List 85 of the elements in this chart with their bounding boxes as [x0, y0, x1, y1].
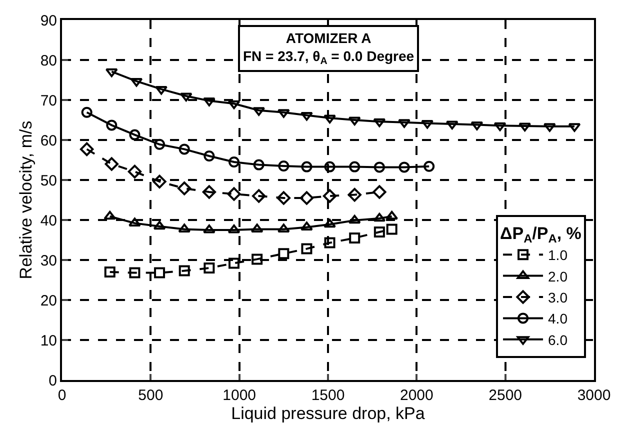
point: [324, 218, 336, 228]
legend-label: 6.0: [548, 332, 568, 348]
y-tick-label: 70: [40, 92, 57, 110]
point: [228, 156, 240, 168]
point: [348, 214, 361, 224]
point: [324, 114, 336, 124]
point: [130, 78, 143, 87]
point: [155, 86, 168, 95]
point: [348, 188, 362, 202]
point: [374, 162, 385, 173]
point: [128, 164, 142, 178]
point: [252, 189, 266, 203]
x-tick-label: 2000: [400, 387, 434, 404]
y-tick-label: 60: [40, 132, 57, 150]
point: [154, 138, 166, 150]
y-tick-label: 20: [40, 292, 57, 310]
point: [204, 150, 215, 162]
point: [104, 210, 116, 220]
point: [228, 100, 240, 110]
point: [202, 185, 216, 199]
point: [129, 267, 140, 278]
point: [386, 210, 398, 220]
point: [324, 161, 336, 172]
x-tick-label: 3000: [577, 387, 611, 404]
point: [301, 243, 312, 254]
point: [322, 189, 337, 203]
point: [105, 68, 118, 78]
point: [252, 254, 263, 265]
y-axis-title: Relative velocity, m/s: [16, 120, 36, 280]
point: [178, 182, 192, 196]
point: [494, 122, 506, 132]
point: [373, 212, 386, 222]
point: [80, 142, 94, 156]
point: [253, 159, 264, 170]
point: [81, 106, 92, 118]
legend-label: 3.0: [548, 289, 568, 306]
point: [152, 174, 166, 188]
x-tick-label: 1000: [222, 387, 256, 404]
y-tick-label: 90: [40, 12, 57, 30]
point: [276, 191, 291, 205]
point: [300, 112, 313, 121]
text: ATOMIZER A: [286, 30, 372, 46]
legend-label: 2.0: [548, 268, 568, 284]
point: [424, 160, 435, 172]
x-axis-title: Liquid pressure drop, kPa: [231, 404, 426, 423]
point: [178, 144, 190, 155]
point: [104, 266, 116, 278]
text: FN = 23.7, θ$_{A}$ = 0.0 Degree: [243, 48, 414, 68]
point: [128, 218, 141, 226]
point: [324, 237, 336, 248]
point: [227, 187, 241, 201]
point: [278, 160, 290, 172]
point: [373, 118, 386, 128]
point: [374, 226, 385, 238]
legend-label: 4.0: [548, 310, 568, 327]
x-tick-label: 500: [138, 387, 164, 404]
legend-label: 1.0: [548, 247, 568, 264]
point: [300, 222, 313, 230]
point: [106, 120, 118, 131]
point: [398, 162, 410, 173]
y-tick-label: 0: [48, 372, 57, 390]
point: [301, 161, 312, 172]
point: [204, 262, 215, 274]
point: [421, 120, 434, 129]
point: [300, 191, 314, 205]
y-tick-label: 40: [40, 212, 57, 230]
x-tick-label: 2500: [488, 387, 522, 404]
legend-title: ΔP$_{A}$/P$_{A}$, %: [500, 224, 582, 246]
point: [386, 224, 398, 235]
point: [153, 220, 166, 230]
y-tick-label: 80: [40, 52, 57, 70]
point: [129, 129, 140, 140]
y-tick-label: 30: [40, 252, 57, 270]
point: [349, 232, 360, 244]
point: [228, 258, 240, 269]
point: [154, 267, 166, 278]
point: [104, 157, 118, 171]
point: [178, 265, 190, 276]
y-tick-label: 50: [40, 172, 57, 190]
x-tick-label: 1500: [311, 387, 345, 404]
point: [372, 185, 386, 199]
y-tick-label: 10: [40, 332, 57, 350]
point: [278, 248, 290, 260]
point: [349, 161, 360, 172]
point: [398, 119, 410, 128]
